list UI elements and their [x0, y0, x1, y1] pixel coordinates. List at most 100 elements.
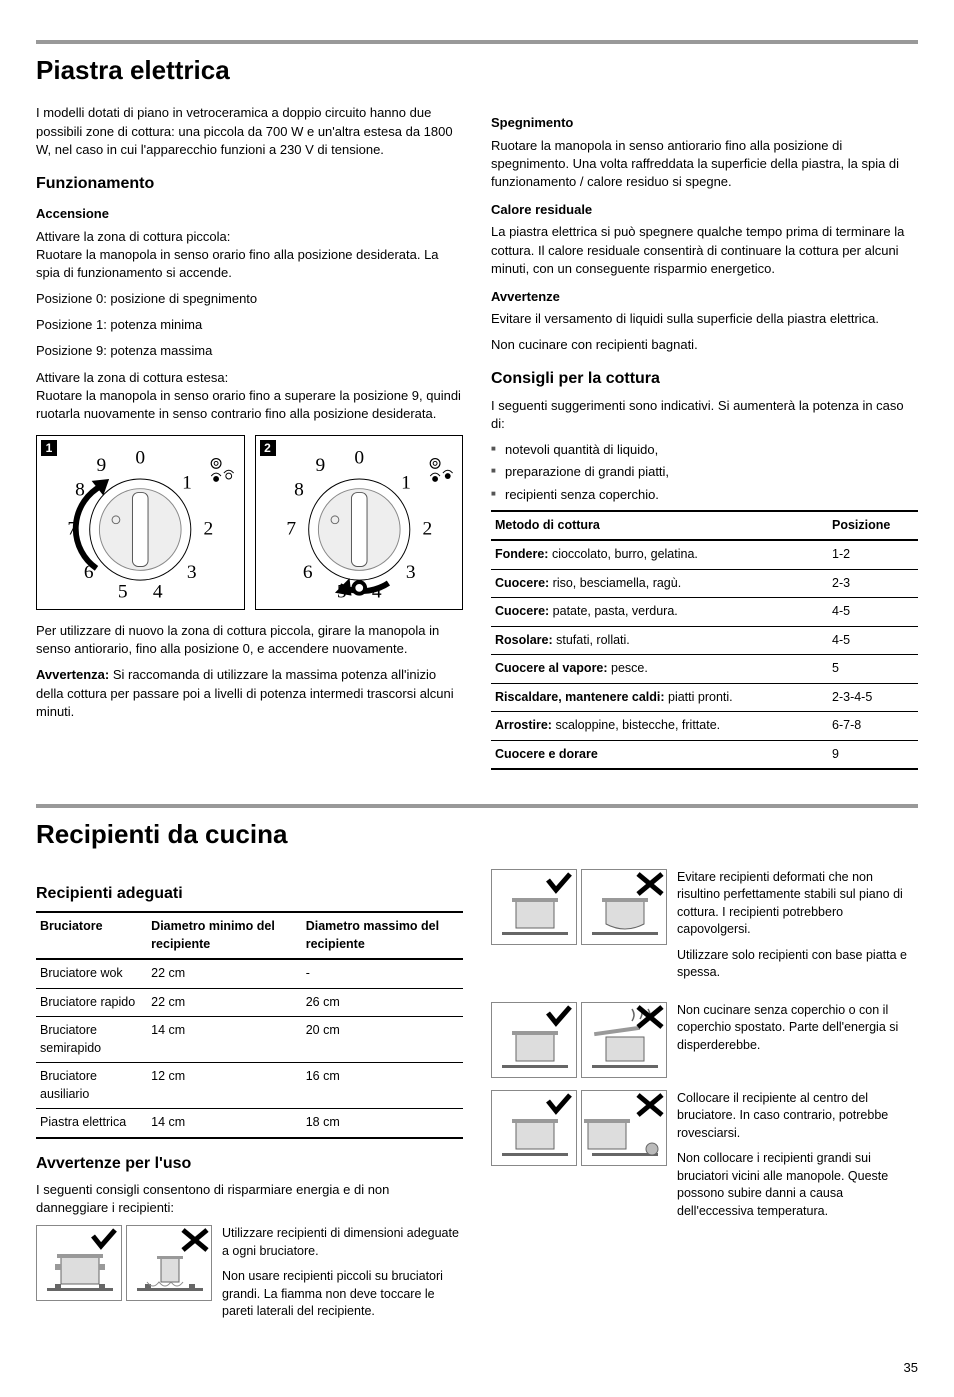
table-row: Bruciatore rapido22 cm26 cm: [36, 988, 463, 1017]
tip1b: Non usare recipienti piccoli su bruciato…: [222, 1268, 463, 1321]
section2-title: Recipienti da cucina: [36, 816, 918, 852]
table-row: Bruciatore semirapido14 cm20 cm: [36, 1017, 463, 1063]
svg-text:1: 1: [401, 473, 411, 494]
ext-zone-para: Attivare la zona di cottura estesa: Ruot…: [36, 369, 463, 424]
pot-correct-icon: [491, 1002, 577, 1078]
table-row: Cuocere: patate, pasta, verdura.4-5: [491, 598, 918, 627]
dial-2: 2 0 1 2 3: [255, 435, 464, 610]
section1-columns: I modelli dotati di piano in vetrocerami…: [36, 104, 918, 780]
cooking-method: Cuocere e dorare: [491, 740, 828, 769]
suitable-heading: Recipienti adeguati: [36, 883, 463, 905]
turn-off-heading: Spegnimento: [491, 114, 918, 132]
burner-cell: 14 cm: [147, 1109, 302, 1138]
dial-1-svg: 0 1 2 3 4 5 6 7 8 9: [43, 442, 238, 598]
burner-cell: Bruciatore rapido: [36, 988, 147, 1017]
burner-cell: 20 cm: [302, 1017, 463, 1063]
operation-heading: Funzionamento: [36, 173, 463, 195]
cooking-position: 2-3-4-5: [828, 683, 918, 712]
svg-text:8: 8: [75, 480, 85, 501]
pot-pair: [491, 1090, 667, 1166]
table-row: Bruciatore ausiliario12 cm16 cm: [36, 1063, 463, 1109]
cooking-method: Cuocere: riso, besciamella, ragù.: [491, 569, 828, 598]
tips-list: notevoli quantità di liquido, preparazio…: [491, 441, 918, 504]
usage-tip-2: Evitare recipienti deformati che non ris…: [677, 869, 918, 990]
svg-text:1: 1: [182, 473, 192, 494]
cooking-table: Metodo di cottura Posizione Fondere: cio…: [491, 510, 918, 771]
page-number: 35: [36, 1359, 918, 1377]
burner-cell: Bruciatore ausiliario: [36, 1063, 147, 1109]
svg-text:2: 2: [422, 519, 432, 540]
usage-intro: I seguenti consigli consentono di rispar…: [36, 1181, 463, 1217]
cooking-position: 1-2: [828, 540, 918, 569]
tip2b: Utilizzare solo recipienti con base piat…: [677, 947, 918, 982]
ext-zone-text: Ruotare la manopola in senso orario fino…: [36, 388, 461, 421]
dial-diagrams: 1 0: [36, 435, 463, 610]
residual-text: La piastra elettrica si può spegnere qua…: [491, 223, 918, 278]
burner-th-1: Bruciatore: [36, 912, 147, 959]
pot-wrong-icon: [581, 1002, 667, 1078]
burner-cell: -: [302, 959, 463, 988]
dial-1-badge: 1: [41, 440, 57, 456]
tip-bullet-1: notevoli quantità di liquido,: [491, 441, 918, 459]
cooking-method: Fondere: cioccolato, burro, gelatina.: [491, 540, 828, 569]
section2-columns: Recipienti adeguati Bruciatore Diametro …: [36, 869, 918, 1329]
tips-intro: I seguenti suggerimenti sono indicativi.…: [491, 397, 918, 433]
pos0: Posizione 0: posizione di spegnimento: [36, 290, 463, 308]
warning-para: Avvertenza: Si raccomanda di utilizzare …: [36, 666, 463, 721]
tip2a: Evitare recipienti deformati che non ris…: [677, 869, 918, 939]
pos1: Posizione 1: potenza minima: [36, 316, 463, 334]
svg-text:0: 0: [135, 448, 145, 469]
cooking-position: 6-7-8: [828, 712, 918, 741]
svg-text:9: 9: [315, 455, 325, 476]
burner-cell: 22 cm: [147, 988, 302, 1017]
svg-text:9: 9: [96, 455, 106, 476]
tip-bullet-2: preparazione di grandi piatti,: [491, 463, 918, 481]
dial-2-badge: 2: [260, 440, 276, 456]
pot-pair: [491, 1002, 667, 1078]
table-row: Fondere: cioccolato, burro, gelatina.1-2: [491, 540, 918, 569]
turn-on-heading: Accensione: [36, 205, 463, 223]
table-row: Cuocere: riso, besciamella, ragù.2-3: [491, 569, 918, 598]
section-rule: [36, 40, 918, 44]
warnings-heading: Avvertenze: [491, 288, 918, 306]
burner-cell: Piastra elettrica: [36, 1109, 147, 1138]
section2-col-right: Evitare recipienti deformati che non ris…: [491, 869, 918, 1329]
table-row: Bruciatore wok22 cm-: [36, 959, 463, 988]
table-row: Arrostire: scaloppine, bistecche, fritta…: [491, 712, 918, 741]
tip3: Non cucinare senza coperchio o con il co…: [677, 1002, 918, 1055]
small-zone-text: Ruotare la manopola in senso orario fino…: [36, 247, 439, 280]
svg-text:6: 6: [302, 562, 312, 583]
cooking-position: 4-5: [828, 626, 918, 655]
burner-cell: 14 cm: [147, 1017, 302, 1063]
burner-cell: 16 cm: [302, 1063, 463, 1109]
cooking-method: Cuocere al vapore: pesce.: [491, 655, 828, 684]
section-rule: [36, 804, 918, 808]
svg-text:2: 2: [203, 519, 213, 540]
section2-col-left: Recipienti adeguati Bruciatore Diametro …: [36, 869, 463, 1329]
after-dial-text: Per utilizzare di nuovo la zona di cottu…: [36, 622, 463, 658]
burner-table: Bruciatore Diametro minimo del recipient…: [36, 911, 463, 1139]
turn-off-text: Ruotare la manopola in senso antiorario …: [491, 137, 918, 192]
warning-2: Non cucinare con recipienti bagnati.: [491, 336, 918, 354]
burner-cell: Bruciatore semirapido: [36, 1017, 147, 1063]
tips-heading: Consigli per la cottura: [491, 368, 918, 390]
usage-row-3: Non cucinare senza coperchio o con il co…: [491, 1002, 918, 1078]
tip4a: Collocare il recipiente al centro del br…: [677, 1090, 918, 1143]
burner-th-2: Diametro minimo del recipiente: [147, 912, 302, 959]
cooking-th-pos: Posizione: [828, 511, 918, 541]
section1-title: Piastra elettrica: [36, 52, 918, 88]
pos9: Posizione 9: potenza massima: [36, 342, 463, 360]
burner-cell: 18 cm: [302, 1109, 463, 1138]
svg-text:4: 4: [153, 582, 163, 598]
cooking-method: Rosolare: stufati, rollati.: [491, 626, 828, 655]
cooking-method: Arrostire: scaloppine, bistecche, fritta…: [491, 712, 828, 741]
dial-1: 1 0: [36, 435, 245, 610]
cooking-position: 4-5: [828, 598, 918, 627]
burner-cell: 26 cm: [302, 988, 463, 1017]
usage-tip-3: Non cucinare senza coperchio o con il co…: [677, 1002, 918, 1063]
table-row: Piastra elettrica14 cm18 cm: [36, 1109, 463, 1138]
cooking-position: 2-3: [828, 569, 918, 598]
table-row: Rosolare: stufati, rollati.4-5: [491, 626, 918, 655]
dial-2-svg: 0 1 2 3 4 5 6 7 8 9: [262, 442, 457, 598]
pot-wrong-icon: [581, 1090, 667, 1166]
